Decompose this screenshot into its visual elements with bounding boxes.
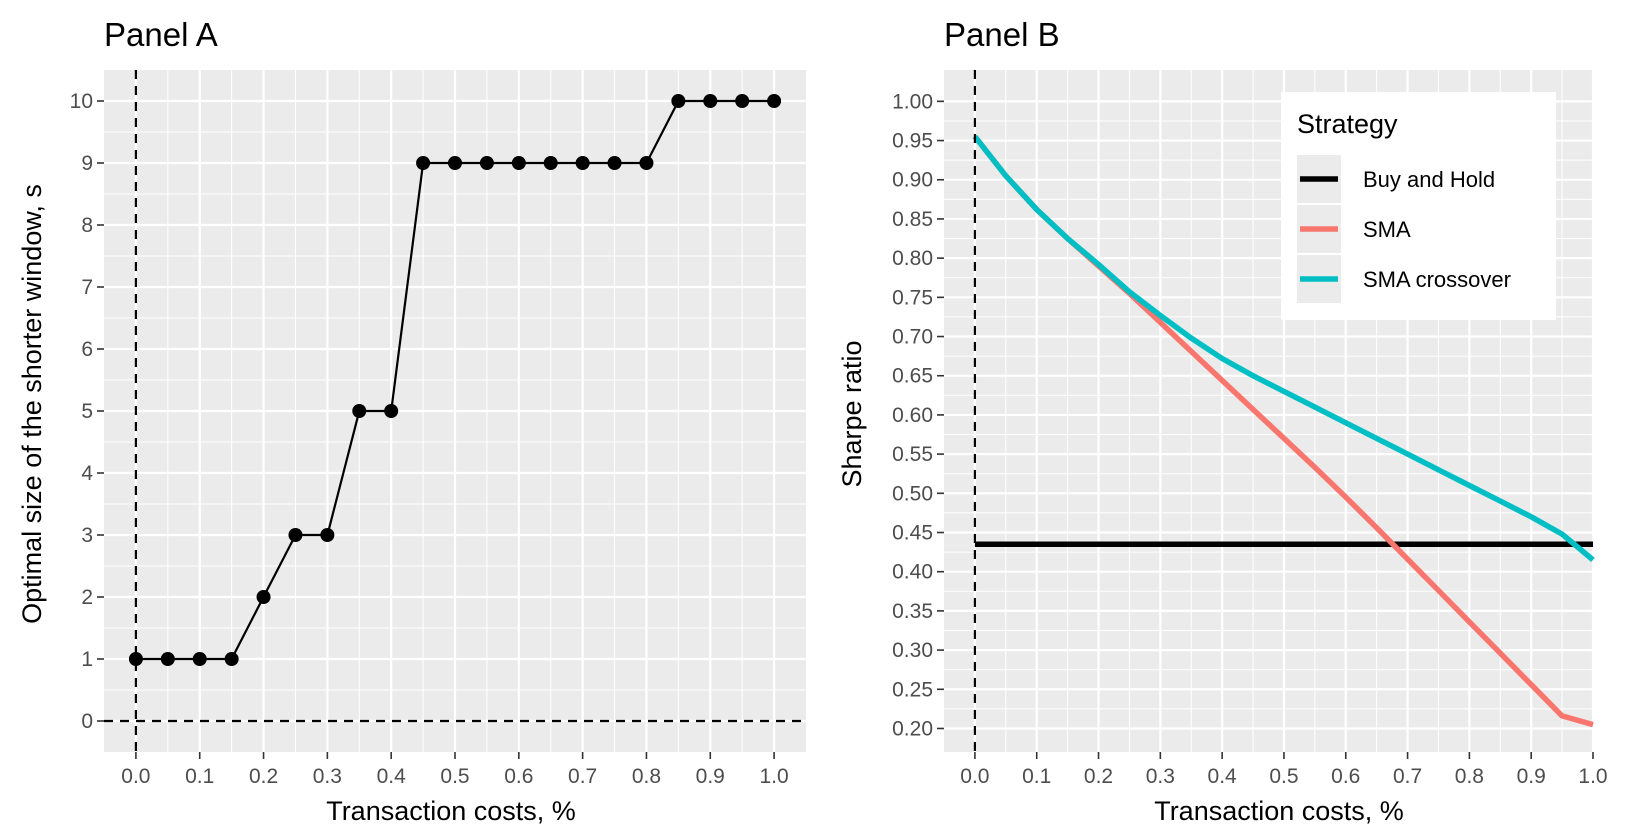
data-point [671, 94, 686, 108]
data-point [575, 156, 590, 170]
legend-item: Buy and Hold [1297, 155, 1495, 203]
data-point [320, 528, 335, 542]
y-tick-label: 0 [81, 710, 93, 733]
x-tick-label: 1.0 [1578, 765, 1607, 788]
data-point [384, 404, 399, 418]
panel-a-x-axis-title: Transaction costs, % [326, 796, 576, 826]
panel-b-title: Panel B [944, 16, 1060, 53]
x-tick-label: 1.0 [759, 765, 788, 788]
legend-item: SMA crossover [1297, 255, 1511, 303]
x-tick-label: 0.2 [1084, 765, 1113, 788]
y-tick-label: 0.50 [892, 482, 933, 505]
x-tick-label: 0.8 [632, 765, 661, 788]
y-tick-label: 0.35 [892, 600, 933, 623]
x-tick-label: 0.5 [1269, 765, 1298, 788]
y-tick-label: 2 [81, 586, 93, 609]
x-tick-label: 0.6 [504, 765, 533, 788]
series-sma-crossover [972, 134, 1595, 563]
data-point [256, 590, 271, 604]
data-point [543, 156, 558, 170]
x-tick-label: 0.8 [1455, 765, 1484, 788]
y-tick-label: 0.95 [892, 130, 933, 153]
series-line [972, 134, 1595, 563]
x-tick-label: 0.3 [313, 765, 342, 788]
y-tick-label: 0.90 [892, 169, 933, 192]
panel-a-chart: Panel A Transaction costs, % Optimal siz… [17, 16, 806, 826]
data-point [192, 652, 207, 666]
x-tick-label: 0.9 [696, 765, 725, 788]
data-point [479, 156, 494, 170]
x-tick-label: 0.9 [1517, 765, 1546, 788]
y-tick-label: 0.60 [892, 404, 933, 427]
y-tick-label: 3 [81, 524, 93, 547]
x-tick-label: 0.1 [185, 765, 214, 788]
data-point [224, 652, 239, 666]
legend-label: SMA [1363, 217, 1411, 242]
y-tick-label: 0.70 [892, 326, 933, 349]
x-tick-label: 0.3 [1146, 765, 1175, 788]
x-tick-label: 0.0 [960, 765, 989, 788]
data-point [703, 94, 718, 108]
data-point [416, 156, 431, 170]
data-point [448, 156, 462, 170]
panel-b-x-axis-title: Transaction costs, % [1154, 796, 1404, 826]
x-tick-label: 0.2 [249, 765, 278, 788]
data-point [128, 652, 143, 666]
data-point [160, 652, 175, 666]
data-point [288, 528, 303, 542]
y-tick-label: 0.55 [892, 443, 933, 466]
x-tick-label: 0.6 [1331, 765, 1360, 788]
y-tick-label: 8 [81, 214, 93, 237]
panel-a-y-axis-title: Optimal size of the shorter window, s [17, 184, 47, 624]
x-tick-label: 0.4 [1208, 765, 1238, 788]
y-tick-label: 0.65 [892, 365, 933, 388]
x-tick-label: 0.4 [377, 765, 407, 788]
x-tick-label: 0.1 [1022, 765, 1051, 788]
y-tick-label: 1.00 [892, 90, 933, 113]
y-tick-label: 0.40 [892, 561, 933, 584]
y-tick-label: 10 [70, 90, 93, 113]
legend-label: SMA crossover [1363, 267, 1511, 292]
data-point [639, 156, 654, 170]
data-point [735, 94, 750, 108]
y-tick-label: 0.85 [892, 208, 933, 231]
panel-b-y-axis-title: Sharpe ratio [837, 340, 867, 487]
y-tick-label: 0.20 [892, 717, 933, 740]
panel-b-legend: Strategy Buy and Hold SMA SMA crossover [1281, 92, 1556, 320]
y-tick-label: 6 [81, 338, 93, 361]
x-tick-label: 0.5 [440, 765, 469, 788]
y-tick-label: 7 [81, 276, 93, 299]
x-tick-label: 0.0 [121, 765, 150, 788]
y-tick-label: 0.25 [892, 678, 933, 701]
legend-label: Buy and Hold [1363, 167, 1495, 192]
data-point [511, 156, 526, 170]
y-tick-label: 4 [81, 462, 93, 485]
data-point [607, 156, 622, 170]
panel-b-chart: Panel B Transaction costs, % Sharpe rati… [837, 16, 1608, 826]
y-tick-label: 9 [81, 152, 93, 175]
y-tick-label: 5 [81, 400, 93, 423]
data-point [767, 94, 782, 108]
y-tick-label: 0.75 [892, 286, 933, 309]
x-tick-label: 0.7 [1393, 765, 1422, 788]
data-point [352, 404, 367, 418]
panel-a-title: Panel A [104, 16, 218, 53]
y-tick-label: 0.45 [892, 522, 933, 545]
legend-title: Strategy [1297, 109, 1398, 139]
y-tick-label: 0.80 [892, 247, 933, 270]
y-tick-label: 1 [81, 648, 93, 671]
series-0 [128, 94, 782, 666]
x-tick-label: 0.7 [568, 765, 597, 788]
y-tick-label: 0.30 [892, 639, 933, 662]
legend-item: SMA [1297, 205, 1411, 253]
